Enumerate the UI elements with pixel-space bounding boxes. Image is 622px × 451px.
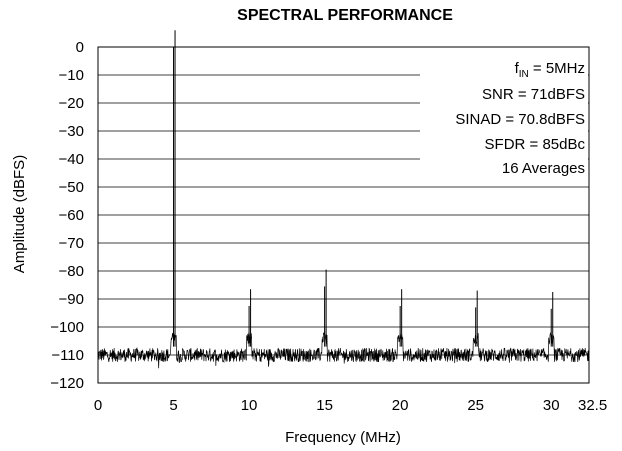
x-axis-ticks: 0 5 10 15 20 25 30 32.5 <box>94 397 607 414</box>
x-tick-label: 5 <box>169 397 177 414</box>
y-tick-label: −40 <box>59 151 84 168</box>
x-tick-label: 20 <box>392 397 409 414</box>
grid <box>98 74 589 356</box>
y-axis-ticks: 0 −10 −20 −30 −40 −50 −60 −70 −80 −90 −100 −110 −120 <box>50 39 84 392</box>
y-tick-label: −90 <box>59 291 84 308</box>
y-tick-label: −60 <box>59 207 84 224</box>
y-tick-label: −10 <box>59 67 84 84</box>
spectrum-trace <box>97 30 590 369</box>
x-tick-label: 32.5 <box>578 397 607 414</box>
y-axis-label: Amplitude (dBFS) <box>11 155 28 273</box>
annotation-sfdr: SFDR = 85dBc <box>485 136 586 153</box>
y-tick-label: −30 <box>59 123 84 140</box>
annotation-fin: fIN = 5MHz <box>515 60 585 80</box>
plot-frame <box>97 46 590 384</box>
y-tick-label: −120 <box>50 375 84 392</box>
x-tick-label: 30 <box>543 397 560 414</box>
annotation-sinad: SINAD = 70.8dBFS <box>455 111 585 128</box>
y-tick-label: −110 <box>51 347 84 364</box>
annotation-averages: 16 Averages <box>502 160 585 177</box>
y-tick-label: −100 <box>50 319 84 336</box>
y-tick-label: 0 <box>76 39 84 56</box>
x-tick-label: 15 <box>316 397 333 414</box>
y-tick-label: −70 <box>59 235 84 252</box>
x-tick-label: 0 <box>94 397 102 414</box>
x-axis-label: Frequency (MHz) <box>285 429 401 446</box>
x-tick-label: 10 <box>241 397 258 414</box>
y-tick-label: −80 <box>59 263 84 280</box>
annotation-snr: SNR = 71dBFS <box>482 86 585 103</box>
y-tick-label: −50 <box>59 179 84 196</box>
annotation-block: fIN = 5MHz SNR = 71dBFS SINAD = 70.8dBFS… <box>420 54 588 178</box>
x-tick-label: 25 <box>467 397 484 414</box>
chart-title: SPECTRAL PERFORMANCE <box>237 7 453 24</box>
noise-floor-trace <box>97 331 590 369</box>
y-tick-label: −20 <box>59 95 84 112</box>
